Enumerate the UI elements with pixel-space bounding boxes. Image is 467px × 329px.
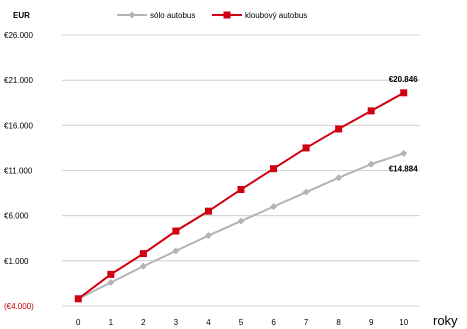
data-point-series-2 xyxy=(107,270,115,278)
y-axis-unit-label: EUR xyxy=(13,11,30,20)
data-point-series-1 xyxy=(172,247,180,255)
y-tick-label: €1.000 xyxy=(4,257,29,266)
y-tick-label: €6.000 xyxy=(4,212,29,221)
y-tick-label: €26.000 xyxy=(4,31,33,40)
data-point-series-1 xyxy=(237,217,245,225)
data-point-series-2 xyxy=(400,89,408,97)
data-point-series-1 xyxy=(367,160,375,168)
data-point-series-1 xyxy=(400,149,408,157)
x-axis-unit-label: roky xyxy=(433,313,458,328)
end-data-labels: €14.884 €20.846 xyxy=(389,75,418,174)
legend-label: kloubový autobus xyxy=(245,11,307,20)
series-lines xyxy=(77,91,405,300)
legend: sólo autobus kloubový autobus xyxy=(117,11,307,20)
x-axis-tick-labels: 0 1 2 3 4 5 6 7 8 9 10 xyxy=(76,318,409,327)
data-point-series-2 xyxy=(302,144,310,152)
data-point-series-2 xyxy=(204,207,212,215)
x-tick-label: 9 xyxy=(369,318,374,327)
legend-marker xyxy=(128,11,136,19)
data-point-series-2 xyxy=(367,107,375,115)
series-markers xyxy=(74,89,408,303)
x-tick-label: 3 xyxy=(174,318,179,327)
x-tick-label: 10 xyxy=(399,318,408,327)
y-tick-label: €21.000 xyxy=(4,76,33,85)
x-tick-label: 8 xyxy=(336,318,341,327)
y-tick-label: €11.000 xyxy=(4,167,33,176)
data-point-series-1 xyxy=(204,232,212,240)
x-tick-label: 6 xyxy=(271,318,276,327)
y-tick-label: €16.000 xyxy=(4,121,33,130)
end-data-label: €20.846 xyxy=(389,75,418,84)
data-point-series-2 xyxy=(237,185,245,193)
series-line-1 xyxy=(77,152,405,300)
data-point-series-2 xyxy=(139,250,147,258)
x-tick-label: 4 xyxy=(206,318,211,327)
data-point-series-2 xyxy=(172,227,180,235)
x-tick-label: 5 xyxy=(239,318,244,327)
legend-marker xyxy=(223,11,231,19)
data-point-series-1 xyxy=(139,262,147,270)
x-tick-label: 7 xyxy=(304,318,309,327)
legend-label: sólo autobus xyxy=(150,11,195,20)
series-line-2 xyxy=(77,91,405,300)
data-point-series-2 xyxy=(335,125,343,133)
end-data-label: €14.884 xyxy=(389,164,418,173)
x-tick-label: 1 xyxy=(109,318,114,327)
y-axis-tick-labels: €26.000 €21.000 €16.000 €11.000 €6.000 €1.000… xyxy=(4,31,34,311)
x-tick-label: 0 xyxy=(76,318,81,327)
x-tick-label: 2 xyxy=(141,318,146,327)
data-point-series-1 xyxy=(107,279,115,287)
data-point-series-1 xyxy=(302,188,310,196)
data-point-series-1 xyxy=(335,174,343,182)
data-point-series-2 xyxy=(270,165,278,173)
grid-lines xyxy=(62,34,420,262)
data-point-series-1 xyxy=(270,203,278,211)
y-tick-label: (€4.000) xyxy=(4,302,34,311)
data-point-series-2 xyxy=(74,295,82,303)
